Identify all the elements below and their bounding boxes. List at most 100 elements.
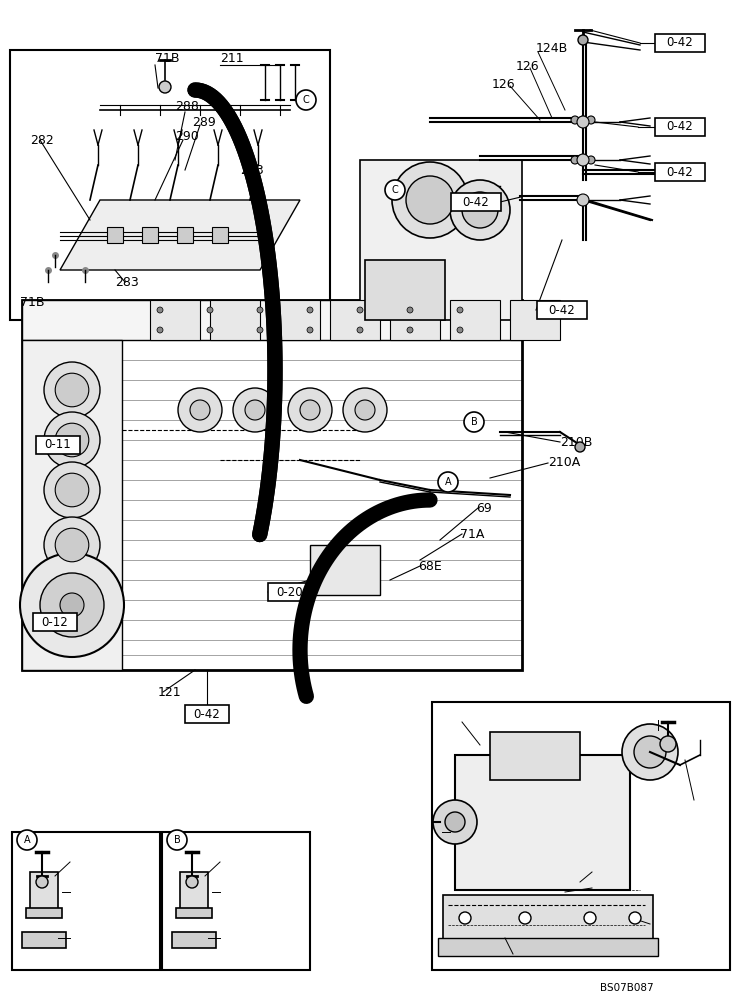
Bar [142,227,158,243]
Circle shape [300,400,320,420]
Bar [212,227,228,243]
Bar [490,732,580,780]
Bar [180,872,208,910]
Bar [330,300,380,340]
Circle shape [577,194,589,206]
Text: 210A: 210A [548,456,580,470]
Text: 7A: 7A [510,950,527,962]
Circle shape [186,876,198,888]
Text: 289: 289 [192,115,216,128]
Bar [310,545,380,595]
Circle shape [457,327,463,333]
Text: 126: 126 [516,60,539,73]
Bar [655,163,705,181]
Text: 1: 1 [460,714,468,726]
Bar [537,301,587,319]
Circle shape [55,528,89,562]
Text: 118: 118 [222,856,246,868]
Text: 283: 283 [240,163,264,176]
Bar [30,872,58,910]
Text: 71A: 71A [460,528,484,540]
Bar [270,300,320,340]
Text: 290: 290 [175,130,199,143]
Text: 126: 126 [492,78,516,91]
Bar [26,908,62,918]
Circle shape [407,307,413,313]
Circle shape [157,327,163,333]
Text: 69: 69 [476,502,492,514]
Text: B: B [471,417,478,427]
Circle shape [584,912,596,924]
Circle shape [40,573,104,637]
Text: 0-42: 0-42 [667,165,693,178]
Text: 68B: 68B [72,932,97,944]
Circle shape [459,912,471,924]
Circle shape [245,400,265,420]
Bar [390,300,440,340]
Bar [360,160,522,320]
Bar [22,340,122,670]
Circle shape [355,400,375,420]
Circle shape [579,156,587,164]
Text: A: A [24,835,31,845]
Text: BS07B087: BS07B087 [600,983,654,993]
Text: 10: 10 [590,882,606,894]
Circle shape [571,156,579,164]
Circle shape [44,412,100,468]
Bar [655,118,705,136]
Circle shape [157,307,163,313]
Circle shape [438,472,458,492]
Circle shape [207,327,213,333]
Bar [172,932,216,948]
Circle shape [60,593,84,617]
Bar [107,227,123,243]
Circle shape [343,388,387,432]
Text: 211: 211 [220,51,243,64]
Polygon shape [22,300,522,340]
Circle shape [577,154,589,166]
Text: 68E: 68E [418,560,442,572]
Text: C: C [303,95,310,105]
Bar [12,832,160,970]
Circle shape [44,362,100,418]
Circle shape [55,473,89,507]
Text: 0-12: 0-12 [42,615,68,629]
Bar [22,932,66,948]
Circle shape [167,830,187,850]
Circle shape [55,423,89,457]
Circle shape [578,35,588,45]
Circle shape [587,116,595,124]
Bar [176,908,212,918]
Text: 71B: 71B [20,296,45,308]
Circle shape [587,156,595,164]
Bar [443,895,653,940]
Bar [432,702,730,970]
Text: 0-42: 0-42 [667,36,693,49]
Text: C: C [391,185,398,195]
Bar [451,193,501,211]
Circle shape [385,180,405,200]
Circle shape [571,116,579,124]
Circle shape [629,912,641,924]
Text: 71B: 71B [155,51,179,64]
Text: 68D: 68D [222,886,248,898]
Circle shape [178,388,222,432]
Circle shape [257,327,263,333]
Text: 0-42: 0-42 [548,304,575,316]
Text: 68C: 68C [222,932,246,944]
Bar [450,300,500,340]
Circle shape [44,462,100,518]
Circle shape [575,442,585,452]
Text: 0-42: 0-42 [463,196,490,209]
Circle shape [55,373,89,407]
Text: 0-11: 0-11 [45,438,71,452]
Bar [33,613,77,631]
Circle shape [307,307,313,313]
Circle shape [406,176,454,224]
Bar [36,436,80,454]
Circle shape [462,192,498,228]
Circle shape [433,800,477,844]
Text: B: B [173,835,180,845]
Text: 210B: 210B [560,436,592,448]
Circle shape [519,912,531,924]
